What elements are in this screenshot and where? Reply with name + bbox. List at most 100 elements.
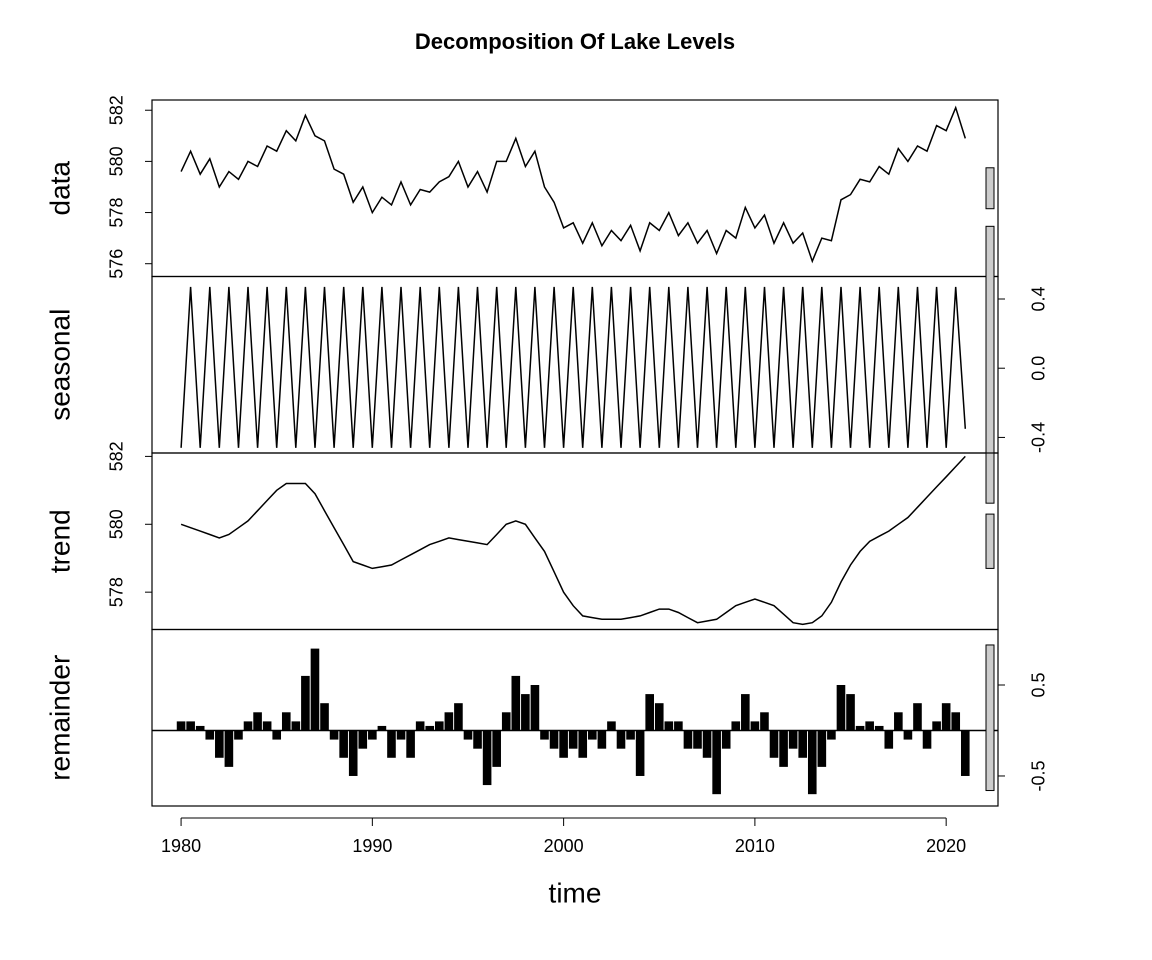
bar <box>301 675 310 731</box>
bar <box>769 730 779 758</box>
bar <box>224 730 234 767</box>
bar <box>215 730 224 758</box>
y-tick-label: -0.4 <box>1029 422 1049 453</box>
bar <box>616 730 626 749</box>
bar <box>396 730 406 740</box>
y-tick-label: 576 <box>107 249 127 279</box>
bar <box>339 730 348 758</box>
bar <box>836 684 846 731</box>
bar <box>329 730 339 740</box>
bar <box>846 694 855 731</box>
bar <box>654 703 664 731</box>
bar <box>941 703 951 731</box>
bar <box>865 721 874 731</box>
bar <box>635 730 645 776</box>
bar <box>702 730 712 758</box>
y-tick-label: 580 <box>107 146 127 176</box>
series-line <box>180 286 967 448</box>
bar <box>281 712 291 731</box>
x-tick-label: 1980 <box>161 836 201 856</box>
bar <box>597 730 607 749</box>
scale-bar <box>985 513 995 569</box>
bar <box>693 730 702 749</box>
bar <box>903 730 913 740</box>
bar <box>578 730 588 758</box>
x-tick-label: 1990 <box>352 836 392 856</box>
bar <box>272 730 282 740</box>
bar <box>176 721 186 731</box>
bar <box>262 721 272 731</box>
bar <box>291 721 301 731</box>
scale-bar <box>985 644 995 792</box>
bar <box>434 721 444 731</box>
bar <box>530 684 540 731</box>
x-axis-title: time <box>549 877 602 908</box>
series-line <box>180 455 966 626</box>
panel-frame <box>151 628 999 807</box>
bar <box>348 730 358 776</box>
bar <box>253 712 262 731</box>
scale-bar <box>985 167 995 210</box>
y-tick-label: -0.5 <box>1029 760 1049 791</box>
x-tick-label: 2000 <box>544 836 584 856</box>
x-tick-label: 2010 <box>735 836 775 856</box>
bar <box>913 703 922 731</box>
bar <box>540 730 549 740</box>
bar <box>473 730 482 749</box>
bar <box>922 730 932 749</box>
panel-label: seasonal <box>44 309 75 421</box>
bar <box>712 730 721 795</box>
y-tick-label: 0.5 <box>1029 672 1049 697</box>
bar <box>607 721 616 731</box>
bar <box>387 730 396 758</box>
bar <box>521 694 530 731</box>
bar <box>674 721 683 731</box>
y-tick-label: 0.4 <box>1029 286 1049 311</box>
bar <box>932 721 941 731</box>
bar <box>320 703 329 731</box>
bar <box>243 721 253 731</box>
x-tick-label: 2020 <box>926 836 966 856</box>
bar <box>951 712 961 731</box>
bar <box>501 712 511 731</box>
bar <box>817 730 827 767</box>
bar <box>377 725 387 731</box>
bar <box>779 730 788 767</box>
bar <box>884 730 894 749</box>
bar <box>186 721 195 731</box>
bar <box>425 725 435 731</box>
bar <box>960 730 970 776</box>
bar <box>855 725 865 731</box>
y-tick-label: 582 <box>107 95 127 125</box>
bar <box>358 730 368 749</box>
bar <box>234 730 243 740</box>
bar <box>788 730 798 749</box>
bar <box>827 730 836 740</box>
scale-bar <box>985 225 995 504</box>
bar <box>368 730 377 740</box>
bar <box>482 730 492 786</box>
bar <box>463 730 473 740</box>
bar <box>511 675 521 731</box>
bar <box>645 694 654 731</box>
y-tick-label: 0.0 <box>1029 356 1049 381</box>
bar <box>444 712 454 731</box>
bar <box>310 648 320 731</box>
bar <box>205 730 215 740</box>
bar <box>874 725 884 731</box>
bar <box>549 730 559 749</box>
panel-label: data <box>44 161 75 216</box>
bar <box>741 694 750 731</box>
series-line <box>180 105 967 264</box>
bar <box>559 730 568 758</box>
bar <box>807 730 817 795</box>
y-tick-label: 578 <box>107 198 127 228</box>
bar <box>406 730 415 758</box>
bar <box>760 712 769 731</box>
panel-frame <box>151 99 999 278</box>
bar <box>664 721 674 731</box>
bar <box>568 730 578 749</box>
bar <box>415 721 425 731</box>
